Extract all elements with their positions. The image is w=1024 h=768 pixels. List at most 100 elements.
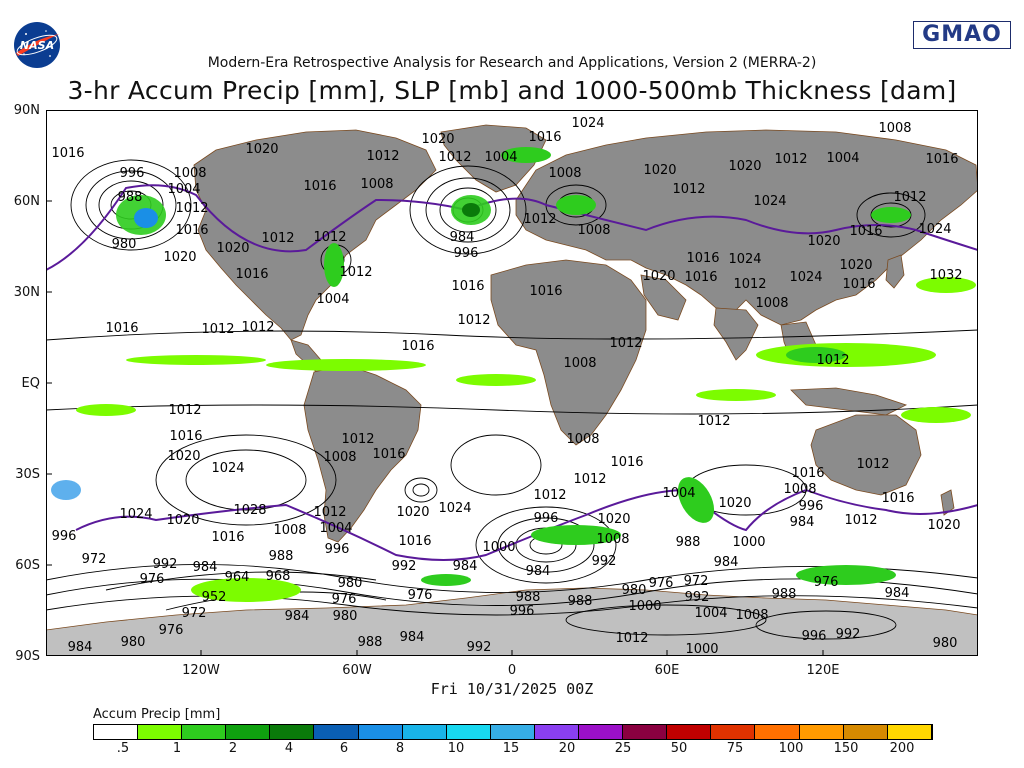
isobar-label: 1008: [566, 432, 599, 447]
isobar-label: 1016: [303, 179, 336, 194]
isobar-label: 996: [802, 629, 827, 644]
isobar-label: 1008: [783, 482, 816, 497]
nasa-logo: NASA: [12, 20, 62, 70]
isobar-label: 968: [266, 569, 291, 584]
valid-time: Fri 10/31/2025 00Z: [430, 680, 594, 698]
isobar-label: 1016: [372, 447, 405, 462]
isobar-label: 1004: [484, 150, 517, 165]
isobar-label: 984: [68, 640, 93, 655]
isobar-label: 976: [814, 575, 839, 590]
isobar-label: 1004: [694, 606, 727, 621]
isobar-label: 1020: [642, 269, 675, 284]
isobar-label: 988: [269, 549, 294, 564]
isobar-label: 964: [225, 570, 250, 585]
isobar-label: 1016: [211, 530, 244, 545]
isobar-label: 984: [193, 560, 218, 575]
isobar-label: 984: [285, 609, 310, 624]
isobar-label: 1012: [733, 277, 766, 292]
isobar-label: 1016: [451, 279, 484, 294]
isobar-label: 1008: [548, 166, 581, 181]
isobar-label: 1016: [235, 267, 268, 282]
isobar-label: 1020: [245, 142, 278, 157]
legend-color-swatch: [755, 725, 800, 739]
isobar-label: 1012: [856, 457, 889, 472]
isobar-label: 992: [592, 554, 617, 569]
isobar-label: 980: [121, 635, 146, 650]
legend-color-swatch: [799, 725, 844, 739]
isobar-label: 1008: [323, 450, 356, 465]
isobar-label: 996: [799, 499, 824, 514]
isobar-label: 976: [140, 572, 165, 587]
isobar-label: 1008: [563, 356, 596, 371]
thickness-540-line: [45, 184, 979, 561]
legend-tick-label: 4: [284, 741, 294, 756]
isobar-label: 1004: [826, 151, 859, 166]
isobar-label: 976: [408, 588, 433, 603]
land-india: [713, 307, 759, 361]
isobar-label: 984: [450, 230, 475, 245]
isobar-label: 1020: [728, 159, 761, 174]
land-arabia: [640, 274, 687, 321]
legend-color-swatch: [270, 725, 315, 739]
isobar-label: 1012: [697, 414, 730, 429]
isobar-label: 1024: [119, 507, 152, 522]
isobar-label: 984: [526, 564, 551, 579]
isobar-label: 1008: [173, 166, 206, 181]
lat-label-eq: EQ: [21, 376, 40, 391]
isobar-label: 980: [933, 636, 958, 651]
isobar-label: 996: [454, 246, 479, 261]
continents: [45, 124, 979, 657]
isobar-label: 1008: [878, 121, 911, 136]
legend-color-swatch: [446, 725, 491, 739]
isobar-label: 996: [510, 604, 535, 619]
legend-color-swatch: [138, 725, 183, 739]
legend-color-swatch: [314, 725, 359, 739]
isobar-label: 996: [325, 542, 350, 557]
isobar-label: 1012: [341, 432, 374, 447]
precip-areas: [51, 147, 976, 602]
nasa-logo-text: NASA: [20, 39, 54, 52]
isobar-label: 1012: [816, 353, 849, 368]
legend-title: Accum Precip [mm]: [93, 707, 221, 722]
lat-label-90n: 90N: [13, 103, 40, 118]
legend-color-swatch: [182, 725, 227, 739]
isobar-label: 1012: [609, 336, 642, 351]
isobar-label: 1012: [241, 320, 274, 335]
legend-tick-label: 8: [395, 741, 405, 756]
isobar-label: 992: [392, 559, 417, 574]
isobar-label: 1008: [755, 296, 788, 311]
legend-color-swatch: [667, 725, 712, 739]
legend-color-swatch: [358, 725, 403, 739]
isobar-label: 1020: [421, 132, 454, 147]
isobar-label: 1012: [615, 631, 648, 646]
legend-color-swatch: [843, 725, 888, 739]
isobar-label: 988: [516, 590, 541, 605]
isobar-label: 1016: [401, 339, 434, 354]
map-title: 3-hr Accum Precip [mm], SLP [mb] and 100…: [67, 76, 957, 105]
isobar-label: 1004: [316, 292, 349, 307]
isobar-label: 1012: [313, 230, 346, 245]
isobar-label: 1012: [366, 149, 399, 164]
isobar-label: 1016: [686, 251, 719, 266]
isobar-label: 1024: [571, 116, 604, 131]
isobar-label: 1016: [610, 455, 643, 470]
isobar-label: 1016: [881, 491, 914, 506]
lon-label-60e: 60E: [654, 663, 680, 678]
isobar-label: 1012: [438, 150, 471, 165]
isobar-label: 1020: [643, 163, 676, 178]
lon-label-60w: 60W: [342, 663, 372, 678]
isobar-label: 1000: [685, 642, 718, 656]
isobar-label: 972: [182, 606, 207, 621]
isobar-label: 1020: [216, 241, 249, 256]
legend-color-swatch: [579, 725, 624, 739]
legend-tick-label: 2: [228, 741, 238, 756]
isobar-label: 1024: [438, 501, 471, 516]
land-eurasia: [515, 129, 979, 326]
isobar-label: 1024: [789, 270, 822, 285]
legend-colorbar: [93, 724, 933, 740]
legend-tick-label: .5: [116, 741, 130, 756]
isobar-label: 1024: [918, 222, 951, 237]
isobar-label: 1032: [929, 268, 962, 283]
land-japan: [885, 254, 905, 289]
